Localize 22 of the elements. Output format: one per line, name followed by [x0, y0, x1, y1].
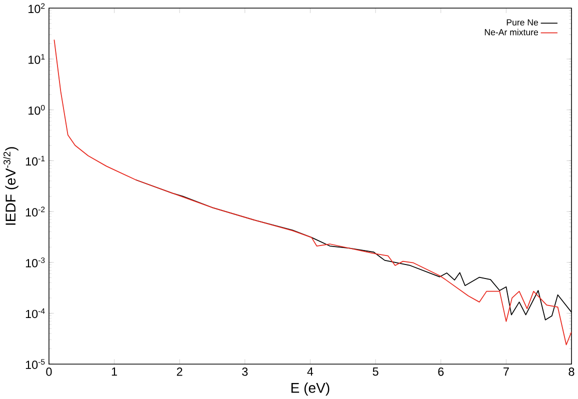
x-tick-label: 0 [46, 368, 52, 376]
y-tick-label: 10$^{-4}$ [26, 308, 45, 318]
x-tick-label: 1 [112, 368, 117, 376]
y-tick-label: 10$^{-1}$ [26, 156, 45, 166]
legend-label: Ne-Ar mixture [484, 28, 538, 36]
y-tick-label: 10$^{-5}$ [26, 359, 45, 370]
x-tick-label: 6 [438, 368, 444, 376]
x-tick-label: 2 [176, 368, 182, 376]
y-axis-title: IEDF (eV$^{-3/2}$) [3, 147, 18, 225]
line-series [54, 39, 572, 346]
x-tick-label: 7 [504, 368, 509, 376]
legend-label: Pure Ne [506, 19, 538, 26]
x-tick-label: 8 [568, 368, 574, 376]
y-tick-label: 10$^{1}$ [28, 54, 45, 64]
x-tick-label: 5 [372, 368, 378, 376]
x-tick-label: 3 [242, 368, 248, 376]
y-tick-label: 10$^{2}$ [28, 3, 45, 14]
y-tick-label: 10$^{-3}$ [26, 258, 45, 268]
x-axis-title: E (eV) [291, 382, 330, 396]
y-tick-label: 10$^{-2}$ [26, 206, 45, 216]
y-tick-label: 10$^{0}$ [28, 104, 45, 115]
x-tick-label: 4 [307, 368, 314, 376]
